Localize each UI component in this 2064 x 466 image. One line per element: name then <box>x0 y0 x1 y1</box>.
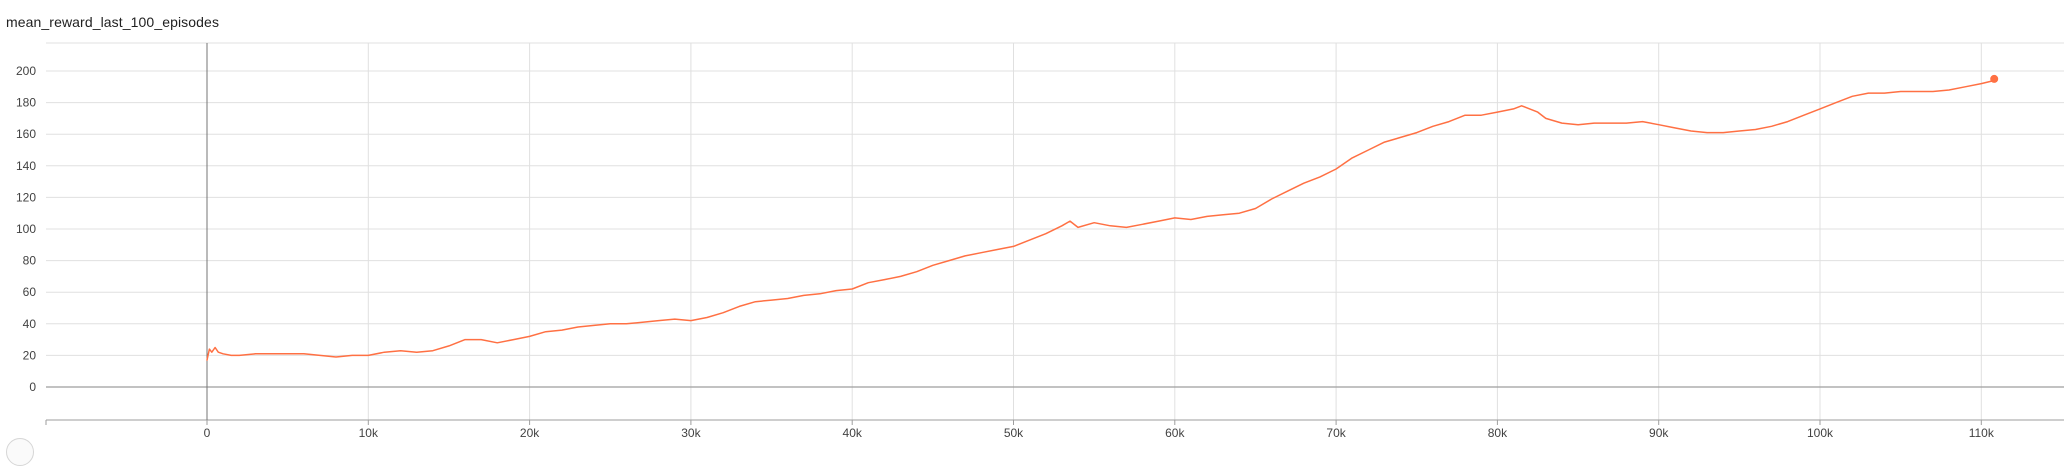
series-end-marker[interactable] <box>1990 74 1999 83</box>
y-tick-label: 80 <box>23 254 37 268</box>
horizontal-gridlines <box>46 42 2064 388</box>
x-tick-label: 40k <box>843 426 863 440</box>
y-tick-label: 100 <box>16 222 36 236</box>
x-tick-label: 60k <box>1165 426 1185 440</box>
chart-plot-area[interactable]: 0 10k 20k 30k 40k 50k 60k 70k 80k 90k 100k 110k 0 20… <box>0 0 2064 447</box>
x-tick-label: 90k <box>1649 426 1669 440</box>
axes <box>45 43 2064 425</box>
chart-title: mean_reward_last_100_episodes <box>6 14 220 30</box>
y-tick-label: 140 <box>16 159 36 173</box>
y-tick-label: 60 <box>23 285 37 299</box>
y-tick-label: 120 <box>16 190 36 204</box>
y-tick-label: 20 <box>23 348 37 362</box>
x-tick-label: 10k <box>359 426 379 440</box>
series-line[interactable] <box>206 79 1995 361</box>
x-tick-label: 110k <box>1969 426 1995 440</box>
x-tick-label: 80k <box>1488 426 1508 440</box>
x-tick-labels: 0 10k 20k 30k 40k 50k 60k 70k 80k 90k 100k 110k <box>204 426 1995 440</box>
x-tick-label: 0 <box>204 426 211 440</box>
x-tick-label: 30k <box>681 426 701 440</box>
vertical-gridlines <box>367 43 1982 420</box>
x-tick-label: 100k <box>1807 426 1834 440</box>
y-tick-label: 0 <box>29 380 36 394</box>
x-tick-label: 70k <box>1326 426 1346 440</box>
y-tick-label: 160 <box>16 127 36 141</box>
x-tick-label: 50k <box>1004 426 1024 440</box>
y-tick-label: 180 <box>16 96 36 110</box>
y-tick-labels: 0 20 40 60 80 100 120 140 160 180 200 <box>16 64 36 394</box>
series-group <box>206 74 1999 361</box>
y-tick-label: 200 <box>16 64 36 78</box>
y-tick-label: 40 <box>23 317 37 331</box>
x-tick-label: 20k <box>520 426 540 440</box>
resize-handle-icon[interactable] <box>6 438 34 466</box>
